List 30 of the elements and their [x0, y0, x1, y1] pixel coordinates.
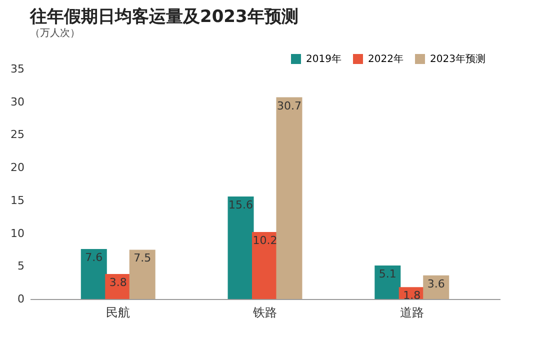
- chart-title: 往年假期日均客运量及2023年预测: [29, 7, 298, 27]
- data-label: 15.6: [228, 198, 254, 212]
- data-label: 10.2: [252, 234, 278, 247]
- x-tick-label: 道路: [400, 306, 424, 320]
- bar: [129, 250, 156, 299]
- y-tick-label: 10: [10, 226, 24, 240]
- y-tick-label: 30: [10, 95, 24, 108]
- data-label: 1.8: [403, 289, 421, 302]
- y-tick-label: 20: [10, 161, 24, 174]
- data-label: 5.1: [378, 267, 396, 280]
- data-label: 30.7: [276, 99, 302, 112]
- bar: [374, 265, 401, 299]
- chart-subtitle: （万人次）: [30, 28, 80, 39]
- data-label: 7.6: [85, 251, 103, 264]
- legend-label: 2022年: [368, 53, 404, 65]
- bar: [80, 249, 107, 299]
- y-tick-label: 0: [18, 292, 24, 306]
- y-tick-label: 5: [18, 260, 24, 273]
- data-label: 3.6: [427, 277, 445, 290]
- y-tick-label: 25: [10, 128, 24, 142]
- bar: [228, 196, 254, 299]
- y-tick-label: 15: [10, 194, 24, 207]
- y-tick-label: 35: [10, 62, 24, 76]
- x-tick-label: 民航: [106, 306, 130, 320]
- x-tick-label: 铁路: [252, 306, 277, 320]
- legend-label: 2023年预测: [430, 53, 486, 65]
- data-label: 7.5: [134, 252, 152, 265]
- bar: [276, 97, 302, 299]
- data-label: 3.8: [109, 276, 127, 290]
- legend-label: 2019年: [306, 53, 342, 65]
